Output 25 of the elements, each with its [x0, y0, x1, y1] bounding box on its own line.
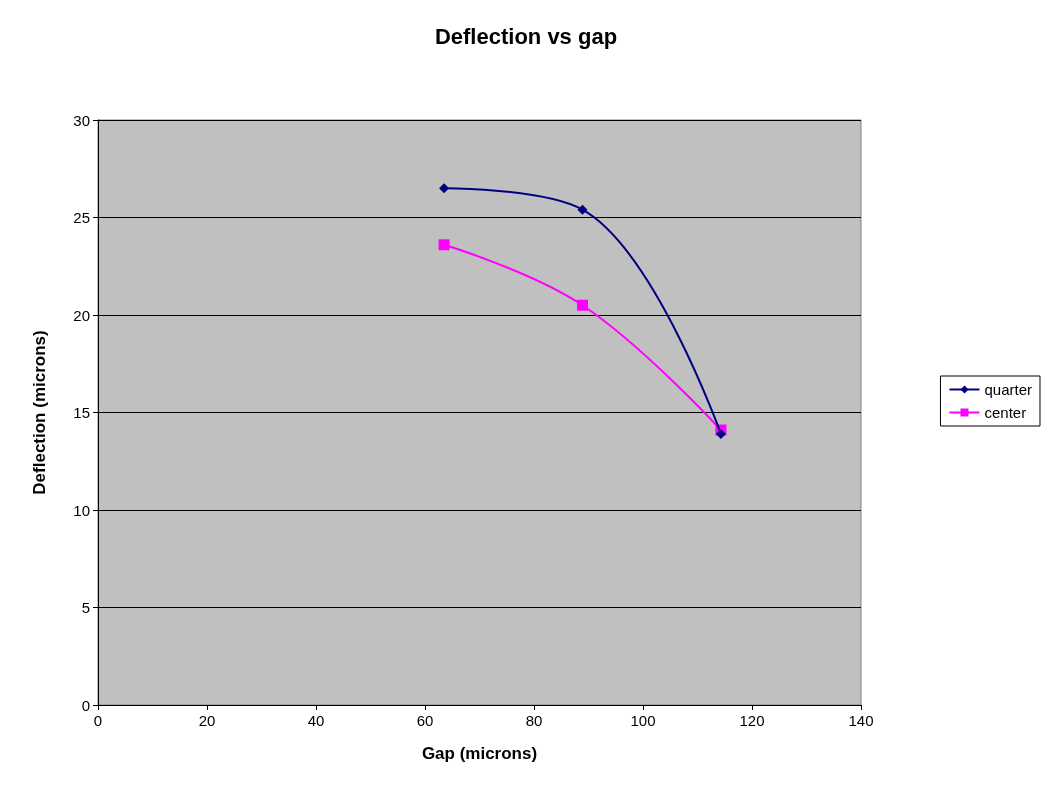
point — [438, 239, 450, 251]
y-tick-label: 30 — [73, 111, 90, 129]
x-tick-label: 100 — [630, 712, 656, 729]
point — [577, 204, 588, 215]
y-tick-label: 0 — [81, 696, 90, 714]
chart-title: Deflection vs gap — [434, 23, 618, 49]
y-tick-label: 25 — [73, 209, 90, 226]
legend-label: quarter — [984, 381, 1032, 398]
x-tick-label: 0 — [93, 712, 103, 729]
y-tick-label: 20 — [73, 306, 90, 324]
legend-label: center — [984, 404, 1027, 421]
x-tick-label: 120 — [739, 712, 765, 729]
point — [577, 299, 589, 311]
point — [439, 183, 450, 194]
x-axis-title: Gap (microns) — [421, 744, 538, 763]
y-axis-title: Deflection (microns) — [30, 330, 49, 495]
x-tick-label: 40 — [307, 712, 325, 729]
x-tick-label: 20 — [198, 712, 216, 729]
y-tick-label: 15 — [73, 404, 90, 421]
y-tick-label: 5 — [81, 599, 90, 616]
y-tick-label: 10 — [73, 501, 90, 519]
point — [715, 428, 726, 439]
x-tick-label: 140 — [848, 712, 874, 729]
x-tick-label: 80 — [525, 712, 543, 729]
x-tick-label: 60 — [416, 712, 434, 729]
